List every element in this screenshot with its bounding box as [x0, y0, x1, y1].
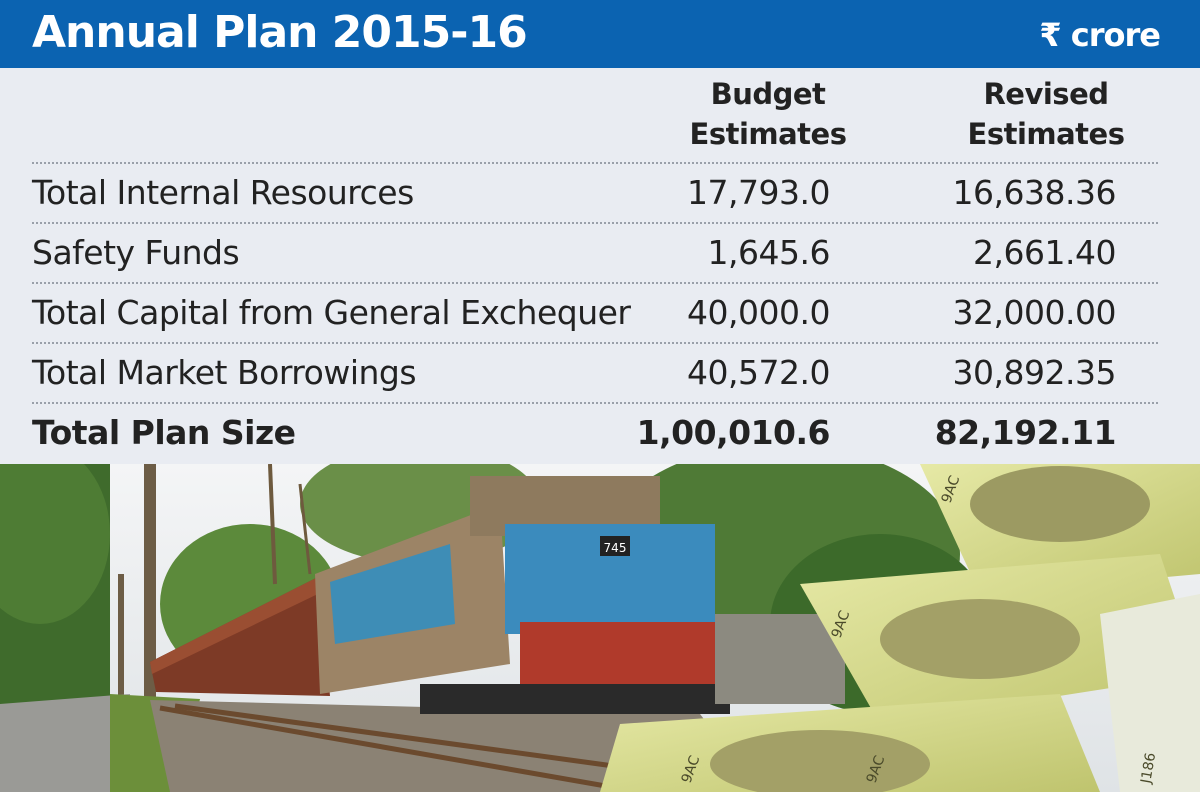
revised-value: 82,192.11 [934, 413, 1117, 452]
budget-value: 1,00,010.6 [636, 413, 831, 452]
column-header-line: Revised [983, 77, 1109, 111]
table-row: Total Capital from General Exchequer 40,… [32, 282, 1158, 344]
revised-value: 2,661.40 [973, 233, 1116, 272]
row-label: Total Internal Resources [32, 173, 414, 212]
column-header-line: Estimates [967, 117, 1125, 151]
column-header-budget-estimates: Budget Estimates [668, 74, 868, 154]
budget-value: 40,572.0 [687, 353, 830, 392]
wall [715, 614, 845, 704]
utility-pole [144, 464, 156, 754]
locomotive: 745 [315, 476, 730, 714]
note-serial: J186 [1138, 751, 1159, 785]
train-and-currency-photo: 745 9AC 9AC 9AC 9AC J186 [0, 464, 1200, 792]
page-title: Annual Plan 2015-16 [32, 7, 528, 58]
budget-value: 40,000.0 [687, 293, 830, 332]
column-header-line: Estimates [689, 117, 847, 151]
row-label: Safety Funds [32, 233, 240, 272]
budget-value: 17,793.0 [687, 173, 830, 212]
revised-value: 16,638.36 [952, 173, 1117, 212]
locomotive-number: 745 [604, 541, 627, 555]
unit-label: ₹ crore [1039, 16, 1161, 54]
road [0, 694, 130, 792]
column-header-line: Budget [710, 77, 826, 111]
row-label: Total Capital from General Exchequer [32, 293, 631, 332]
table-row-total: Total Plan Size 1,00,010.6 82,192.11 [32, 402, 1158, 464]
row-label: Total Market Borrowings [32, 353, 417, 392]
currency-notes: 9AC 9AC 9AC 9AC J186 [600, 464, 1200, 792]
table-row: Total Market Borrowings 40,572.0 30,892.… [32, 342, 1158, 404]
revised-value: 32,000.00 [952, 293, 1117, 332]
carriages [150, 576, 330, 696]
budget-value: 1,645.6 [707, 233, 831, 272]
column-header-revised-estimates: Revised Estimates [946, 74, 1146, 154]
plan-table: Budget Estimates Revised Estimates Total… [0, 68, 1200, 464]
table-row: Total Internal Resources 17,793.0 16,638… [32, 162, 1158, 224]
title-bar: Annual Plan 2015-16 ₹ crore [0, 0, 1200, 68]
table-row: Safety Funds 1,645.6 2,661.40 [32, 222, 1158, 284]
revised-value: 30,892.35 [952, 353, 1117, 392]
row-label: Total Plan Size [32, 413, 296, 452]
